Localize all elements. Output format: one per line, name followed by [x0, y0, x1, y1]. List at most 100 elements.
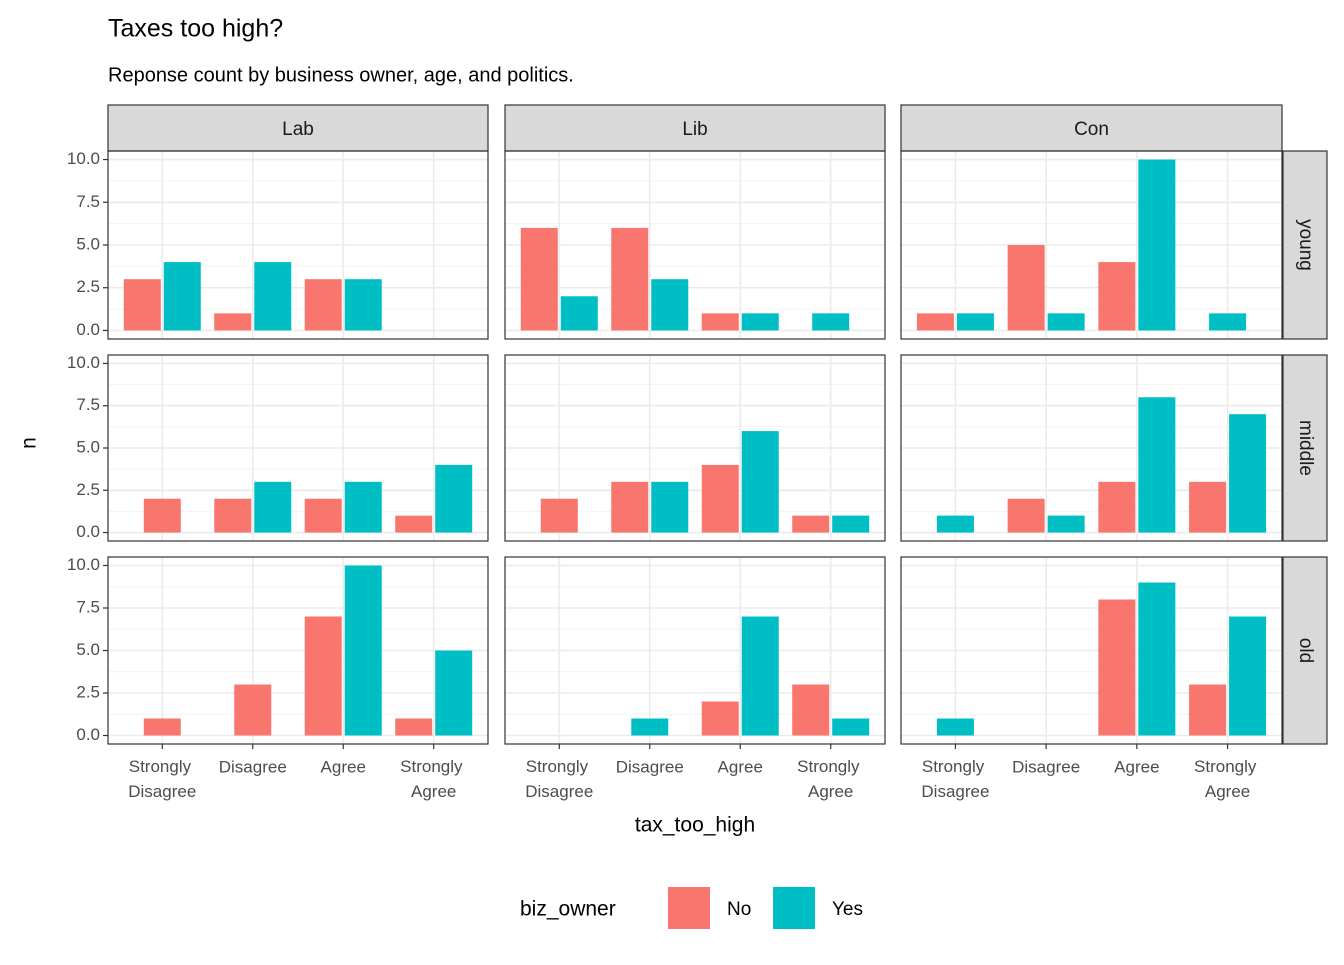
bar [701, 701, 739, 736]
panel-border [504, 150, 886, 340]
strip-label: Lab [282, 119, 314, 140]
legend-label: Yes [832, 899, 863, 920]
bar [701, 313, 739, 331]
bar [304, 616, 342, 736]
bar [701, 464, 739, 533]
bar [832, 515, 870, 533]
bar [143, 718, 181, 736]
y-tick-label: 2.5 [76, 480, 100, 499]
x-tick-label: Strongly Agree [400, 757, 467, 801]
y-tick-label: 10.0 [67, 353, 100, 372]
bar [936, 718, 974, 736]
bar [611, 227, 649, 331]
bar [1047, 313, 1085, 331]
bar [344, 565, 382, 736]
bar [651, 481, 689, 533]
y-tick-label: 5.0 [76, 234, 100, 253]
strip [1282, 150, 1328, 340]
bar [344, 279, 382, 331]
y-tick-label: 10.0 [67, 149, 100, 168]
bar [1047, 515, 1085, 533]
y-tick-label: 7.5 [76, 192, 100, 211]
x-tick-label: Strongly Disagree [128, 757, 196, 801]
panel-border [504, 556, 886, 745]
bar [1098, 481, 1136, 533]
legend-title: biz_owner [520, 898, 616, 921]
bar [1138, 397, 1176, 533]
y-tick-label: 5.0 [76, 437, 100, 456]
panel-border [900, 556, 1283, 745]
bar [254, 262, 292, 331]
x-tick-label: Strongly Disagree [525, 757, 593, 801]
strip [504, 104, 886, 152]
chart-title: Taxes too high? [108, 15, 283, 43]
y-tick-label: 5.0 [76, 640, 100, 659]
bar [1209, 313, 1247, 331]
y-tick-label: 2.5 [76, 682, 100, 701]
bar [395, 718, 433, 736]
y-tick-label: 0.0 [76, 320, 100, 339]
bar [651, 279, 689, 331]
bar [560, 296, 598, 331]
x-tick-label: Agree [718, 757, 763, 776]
bar [916, 313, 954, 331]
bar [435, 464, 473, 533]
panel-border [504, 354, 886, 542]
bar [304, 279, 342, 331]
legend-key [773, 887, 815, 929]
x-tick-label: Disagree [616, 757, 684, 776]
x-tick-label: Strongly Agree [797, 757, 864, 801]
y-tick-label: 7.5 [76, 597, 100, 616]
strip [900, 104, 1283, 152]
bar [792, 515, 830, 533]
bar [741, 616, 779, 736]
bar [1189, 684, 1227, 736]
bar [936, 515, 974, 533]
strip-label: young [1295, 219, 1316, 271]
y-tick-label: 7.5 [76, 395, 100, 414]
bar [1098, 599, 1136, 736]
bar [234, 684, 272, 736]
bar [1007, 245, 1045, 331]
bar [344, 481, 382, 533]
bar [792, 684, 830, 736]
bar [1229, 616, 1267, 736]
bar [1189, 481, 1227, 533]
strip-label: Lib [682, 119, 707, 140]
bar [832, 718, 870, 736]
bar [1007, 498, 1045, 533]
x-tick-label: Disagree [1012, 757, 1080, 776]
bar [123, 279, 161, 331]
legend-label: No [727, 899, 751, 920]
bar [812, 313, 850, 331]
x-tick-label: Strongly Agree [1194, 757, 1261, 801]
x-tick-label: Agree [321, 757, 366, 776]
bar [1138, 159, 1176, 331]
x-tick-label: Disagree [219, 757, 287, 776]
bar [741, 313, 779, 331]
bar [254, 481, 292, 533]
x-tick-label: Agree [1114, 757, 1159, 776]
strip [1282, 556, 1328, 745]
bar [1138, 582, 1176, 736]
x-tick-label: Strongly Disagree [921, 757, 989, 801]
bar [163, 262, 201, 331]
y-tick-label: 2.5 [76, 277, 100, 296]
bar [435, 650, 473, 736]
bar [611, 481, 649, 533]
y-tick-label: 0.0 [76, 522, 100, 541]
bar [540, 498, 578, 533]
y-axis-label: n [18, 437, 41, 449]
bar [1229, 414, 1267, 533]
bar [143, 498, 181, 533]
strip [107, 104, 489, 152]
y-tick-label: 0.0 [76, 725, 100, 744]
strip-label: Con [1074, 119, 1109, 140]
bar [520, 227, 558, 331]
chart-subtitle: Reponse count by business owner, age, an… [108, 64, 574, 86]
bar [1098, 262, 1136, 331]
bar [304, 498, 342, 533]
bar [214, 498, 252, 533]
bar [395, 515, 433, 533]
